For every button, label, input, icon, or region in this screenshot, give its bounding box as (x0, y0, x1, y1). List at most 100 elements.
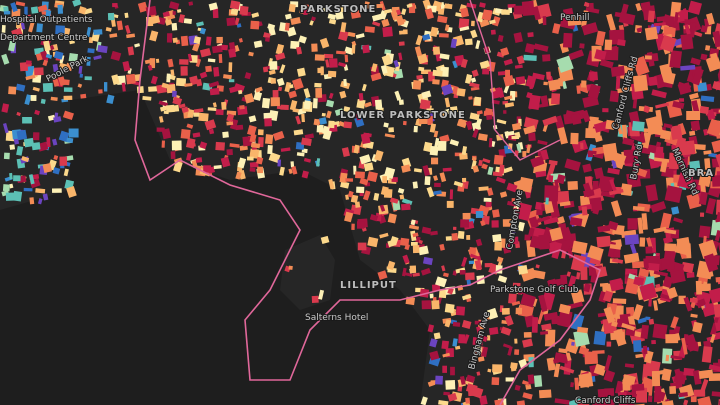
building (567, 15, 582, 26)
building (98, 89, 103, 94)
building (686, 271, 695, 279)
building (484, 262, 493, 268)
building (511, 135, 520, 140)
building (541, 323, 552, 331)
building (652, 328, 659, 337)
building (559, 201, 571, 207)
building (488, 327, 499, 335)
building (412, 181, 418, 189)
building (714, 330, 720, 340)
building (180, 35, 189, 47)
building (211, 45, 223, 54)
building (397, 187, 405, 194)
building (379, 232, 389, 239)
building (257, 129, 264, 136)
building (462, 177, 467, 183)
building (247, 125, 257, 136)
building (351, 223, 355, 230)
building (166, 73, 171, 83)
building (670, 316, 679, 329)
building (569, 216, 583, 227)
building (603, 306, 616, 324)
building (474, 259, 483, 271)
building (465, 397, 471, 404)
building (661, 400, 674, 405)
building (494, 241, 503, 251)
building (149, 30, 159, 42)
building (127, 46, 135, 56)
building (188, 1, 194, 6)
building (415, 34, 423, 46)
building (655, 283, 661, 289)
building (381, 18, 390, 28)
building (567, 301, 583, 310)
building (400, 237, 410, 247)
building (632, 205, 645, 211)
building (699, 212, 705, 217)
building (325, 99, 335, 108)
building (296, 46, 303, 55)
building (460, 7, 470, 18)
building (276, 105, 287, 110)
building (257, 166, 263, 174)
building (284, 81, 292, 93)
building (51, 188, 62, 193)
building (185, 152, 192, 161)
building (682, 8, 688, 15)
building (288, 168, 293, 174)
building (58, 130, 70, 143)
building (669, 50, 682, 69)
building (504, 130, 515, 137)
building (489, 19, 496, 25)
building (492, 364, 503, 373)
building (565, 352, 572, 362)
building (602, 142, 619, 162)
building (235, 124, 244, 131)
building (158, 100, 169, 107)
building (516, 55, 525, 65)
building (312, 98, 318, 109)
building (516, 143, 522, 154)
building (523, 125, 537, 135)
building (318, 289, 325, 300)
building (692, 321, 703, 334)
building (255, 86, 263, 93)
building (25, 60, 32, 65)
building (52, 63, 59, 73)
building (398, 99, 404, 105)
building (491, 377, 500, 386)
building (528, 94, 541, 111)
building (503, 166, 513, 174)
building (136, 86, 144, 94)
building (142, 95, 152, 101)
building (512, 282, 521, 288)
building (222, 131, 229, 138)
building (367, 236, 379, 248)
building (618, 12, 636, 26)
building (78, 6, 87, 15)
building (578, 372, 594, 388)
building (653, 226, 667, 234)
building (361, 83, 367, 92)
building (37, 198, 43, 205)
building (476, 11, 485, 23)
building (402, 120, 407, 126)
building (432, 46, 441, 55)
building (650, 201, 667, 213)
building (340, 181, 350, 189)
building (434, 137, 440, 148)
building (486, 307, 499, 320)
building (35, 188, 46, 194)
building (523, 331, 532, 338)
building (587, 150, 597, 155)
building (471, 156, 477, 162)
building (2, 184, 10, 192)
building (653, 270, 669, 277)
building (603, 369, 616, 383)
building (506, 182, 518, 193)
building (559, 365, 575, 374)
building (651, 89, 667, 99)
building (313, 118, 321, 126)
building (715, 199, 720, 216)
building (515, 307, 523, 315)
